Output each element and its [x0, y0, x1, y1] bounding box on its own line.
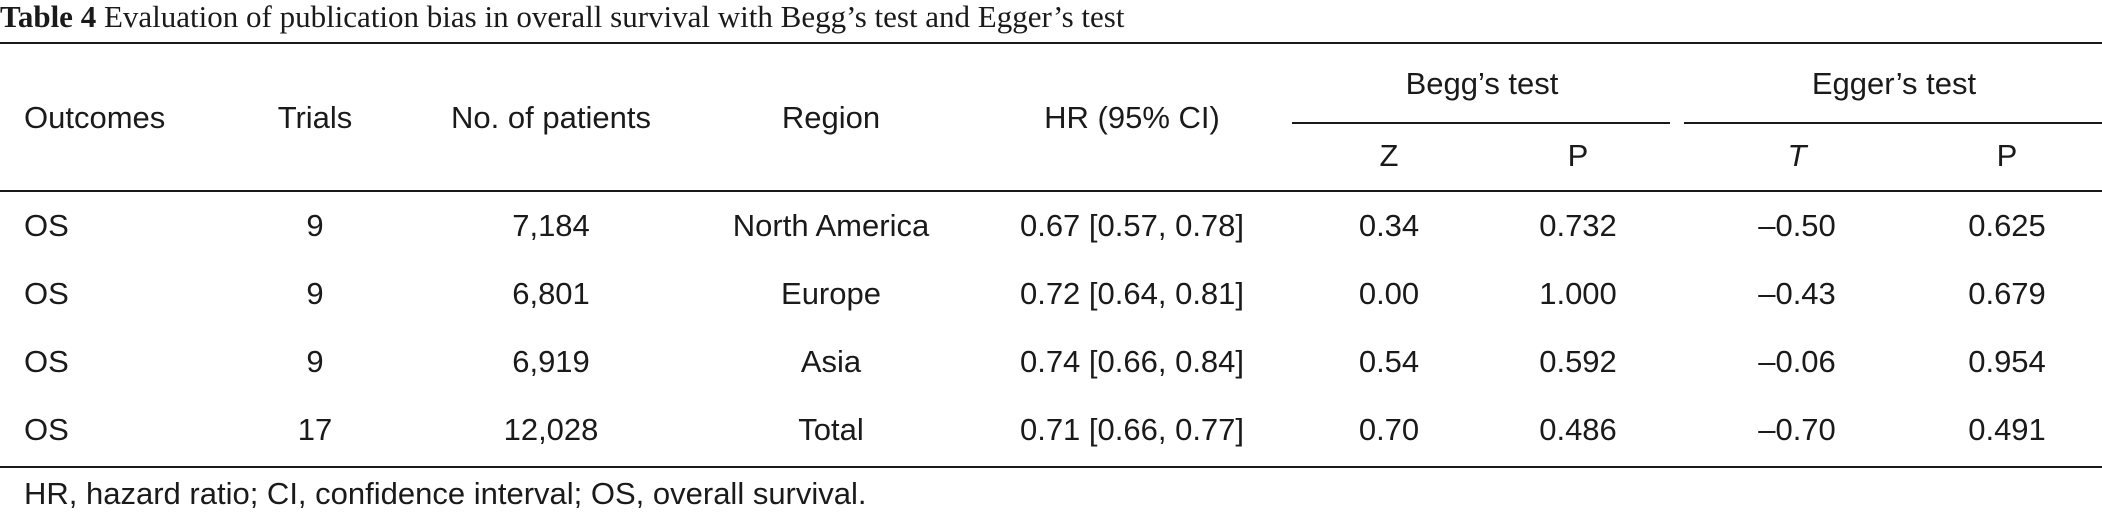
cell-outcome: OS	[24, 412, 69, 447]
cell-z: 0.70	[1358, 412, 1420, 447]
top-rule	[0, 42, 2102, 44]
cell-trials: 9	[306, 344, 324, 379]
table-caption: Table 4 Evaluation of publication bias i…	[0, 0, 1124, 38]
cell-p-egger: 0.625	[1968, 208, 2046, 243]
begg-subrule	[1292, 122, 1670, 124]
cell-patients: 6,801	[512, 276, 590, 311]
cell-t: –0.43	[1758, 276, 1836, 311]
cell-t: –0.50	[1758, 208, 1836, 243]
header-egger-t: T	[1787, 138, 1807, 173]
cell-p-egger: 0.954	[1968, 344, 2046, 379]
cell-p-begg: 1.000	[1539, 276, 1617, 311]
header-begg: Begg’s test	[1405, 66, 1559, 101]
cell-p-begg: 0.732	[1539, 208, 1617, 243]
table-footnote: HR, hazard ratio; CI, confidence interva…	[24, 476, 867, 511]
cell-trials: 17	[297, 412, 333, 447]
cell-trials: 9	[306, 276, 324, 311]
cell-region: Asia	[800, 344, 862, 379]
cell-t: –0.70	[1758, 412, 1836, 447]
header-trials: Trials	[277, 100, 353, 135]
cell-region: Total	[798, 412, 864, 447]
caption-text: Evaluation of publication bias in overal…	[96, 0, 1125, 34]
cell-patients: 7,184	[512, 208, 590, 243]
cell-region: Europe	[781, 276, 881, 311]
cell-p-begg: 0.486	[1539, 412, 1617, 447]
cell-hr: 0.71 [0.66, 0.77]	[1019, 412, 1245, 447]
cell-outcome: OS	[24, 208, 69, 243]
header-egger-p: P	[1996, 138, 2018, 173]
cell-p-egger: 0.491	[1968, 412, 2046, 447]
header-outcomes: Outcomes	[24, 100, 166, 135]
bottom-rule	[0, 466, 2102, 468]
cell-hr: 0.72 [0.64, 0.81]	[1019, 276, 1245, 311]
header-begg-p: P	[1567, 138, 1589, 173]
cell-p-egger: 0.679	[1968, 276, 2046, 311]
cell-z: 0.54	[1358, 344, 1420, 379]
cell-outcome: OS	[24, 344, 69, 379]
egger-subrule	[1684, 122, 2102, 124]
header-rule	[0, 190, 2102, 192]
cell-t: –0.06	[1758, 344, 1836, 379]
cell-trials: 9	[306, 208, 324, 243]
cell-hr: 0.67 [0.57, 0.78]	[1019, 208, 1245, 243]
header-region: Region	[781, 100, 881, 135]
cell-hr: 0.74 [0.66, 0.84]	[1019, 344, 1245, 379]
cell-patients: 12,028	[503, 412, 599, 447]
caption-label: Table 4	[0, 0, 97, 34]
header-patients: No. of patients	[451, 100, 651, 135]
cell-p-begg: 0.592	[1539, 344, 1617, 379]
header-hr: HR (95% CI)	[1044, 100, 1220, 135]
cell-region: North America	[732, 208, 930, 243]
header-egger: Egger’s test	[1811, 66, 1977, 101]
header-begg-z: Z	[1379, 138, 1399, 173]
cell-outcome: OS	[24, 276, 69, 311]
cell-z: 0.34	[1358, 208, 1420, 243]
cell-patients: 6,919	[512, 344, 590, 379]
cell-z: 0.00	[1358, 276, 1420, 311]
